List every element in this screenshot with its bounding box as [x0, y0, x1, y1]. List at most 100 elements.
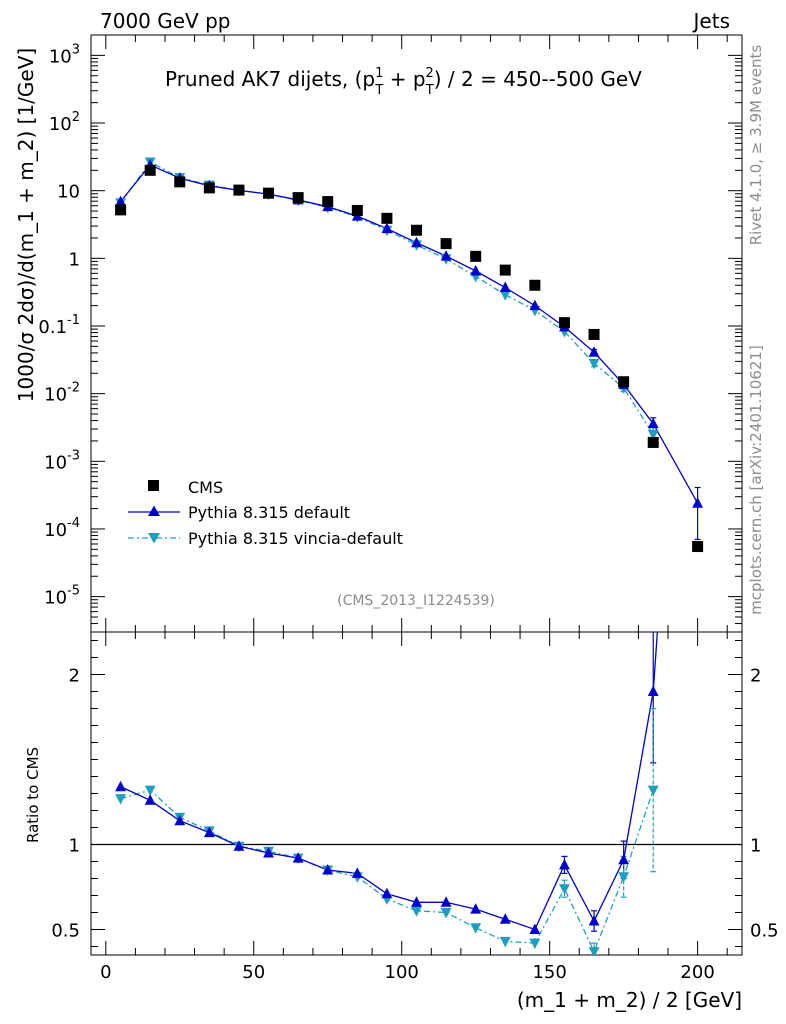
- default-ratio-point: [529, 923, 541, 934]
- cms-point: [292, 192, 304, 204]
- cms-point: [351, 204, 363, 216]
- vincia-ratio-line: [120, 789, 654, 954]
- vincia-line: [120, 161, 654, 435]
- cms-point: [115, 204, 127, 216]
- cms-point: [440, 238, 452, 250]
- x-tick-label: 200: [680, 962, 714, 983]
- cms-point: [144, 164, 156, 176]
- ratio-y-tick-label-right: 0.5: [750, 921, 779, 942]
- default-point: [647, 417, 659, 429]
- default-ratio-point: [499, 913, 511, 924]
- ratio-y-ticks: 0.5 0.5 1 1 2 2: [51, 640, 779, 947]
- legend: CMS Pythia 8.315 default Pythia 8.315 vi…: [128, 478, 403, 548]
- default-ratio-point: [647, 685, 659, 696]
- default-ratio-point: [351, 867, 363, 878]
- default-point: [529, 299, 541, 311]
- default-ratio-point: [677, 261, 688, 272]
- legend-cms-label: CMS: [188, 478, 223, 497]
- default-ratio-point: [588, 915, 600, 926]
- cms-point: [618, 376, 630, 388]
- cms-point: [203, 182, 215, 194]
- main-y-tick-label: 10-3: [44, 448, 80, 473]
- default-point: [381, 222, 393, 234]
- analysis-id: (CMS_2013_I1224539): [337, 593, 495, 609]
- default-point: [692, 497, 704, 508]
- main-y-tick-label: 10-4: [44, 516, 80, 541]
- cms-point: [233, 184, 245, 196]
- main-y-tick-label: 0.1-1: [38, 313, 80, 338]
- main-y-tick-label: 10-5: [44, 584, 80, 609]
- ratio-y-axis-title: Ratio to CMS: [24, 747, 42, 843]
- cms-point: [647, 436, 659, 448]
- x-tick-label: 50: [242, 962, 265, 983]
- vincia-ratio-point: [618, 872, 630, 883]
- vincia-ratio-point: [588, 947, 600, 955]
- default-line: [120, 164, 699, 504]
- vincia-point: [647, 429, 659, 441]
- x-tick-label: 100: [385, 962, 419, 983]
- cms-point: [499, 264, 511, 276]
- cms-point: [411, 224, 422, 236]
- vincia-point: [499, 290, 511, 301]
- vincia-ratio-point: [144, 785, 156, 797]
- default-ratio-point: [470, 903, 482, 914]
- mcplots-label: mcplots.cern.ch [arXiv:2401.10621]: [747, 345, 765, 615]
- vincia-ratio-point: [647, 785, 659, 797]
- main-y-tick-labels: 10-5 10-4 10-3 10-2 0.1-1 1 10 102 103: [38, 42, 80, 608]
- cms-point: [692, 541, 704, 553]
- default-ratio-point: [144, 794, 156, 805]
- vincia-ratio-point: [559, 884, 570, 895]
- default-ratio-point: [203, 826, 215, 838]
- legend-cms-marker: [148, 480, 159, 491]
- default-point: [440, 250, 452, 261]
- ratio-y-tick-label: 2: [69, 666, 80, 687]
- vincia-ratio-point: [529, 938, 541, 950]
- main-y-axis-title: 1000/σ 2dσ)/d(m_1 + m_2) [1/GeV]: [14, 48, 38, 402]
- main-y-tick-label: 1: [69, 249, 80, 270]
- main-y-ticks: [91, 34, 742, 633]
- main-y-tick-label: 10-2: [44, 381, 80, 406]
- main-y-tick-label: 102: [49, 110, 80, 135]
- vincia-point: [588, 358, 600, 370]
- default-ratio-line: [120, 632, 659, 931]
- x-ticks: 0 50 100 150 200: [100, 35, 728, 983]
- default-ratio-point: [292, 852, 304, 863]
- default-ratio-point: [411, 896, 422, 907]
- default-point: [588, 346, 600, 357]
- default-ratio-point: [174, 814, 186, 826]
- ratio-y-tick-label-right: 1: [750, 836, 761, 857]
- cms-point: [588, 328, 600, 340]
- legend-vincia-label: Pythia 8.315 vincia-default: [188, 529, 403, 548]
- cms-point: [529, 279, 541, 291]
- header-right: Jets: [692, 9, 730, 33]
- plot-title: Pruned AK7 dijets, (p1 T + p2 T) / 2 = 450…: [165, 66, 642, 98]
- rivet-label: Rivet 4.1.0, ≥ 3.9M events: [747, 45, 765, 246]
- default-ratio-point: [115, 780, 126, 792]
- ratio-y-tick-label: 1: [69, 836, 80, 857]
- x-tick-label: 150: [532, 962, 566, 983]
- ratio-y-tick-label: 0.5: [51, 921, 80, 942]
- cms-point: [322, 196, 334, 208]
- cms-point: [558, 317, 570, 329]
- default-ratio-point: [618, 853, 630, 865]
- default-point: [411, 236, 422, 248]
- default-ratio-point: [322, 864, 334, 875]
- header-left: 7000 GeV pp: [100, 9, 231, 33]
- default-point: [115, 195, 126, 207]
- ratio-y-tick-label-right: 2: [750, 666, 761, 687]
- vincia-ratio-point: [470, 923, 482, 934]
- vincia-ratio-point: [499, 936, 511, 948]
- cms-point: [381, 212, 393, 224]
- vincia-ratio-point: [440, 908, 452, 919]
- legend-vincia-marker: [148, 533, 160, 544]
- default-ratio-point: [559, 858, 570, 870]
- main-series: [115, 157, 704, 553]
- default-point: [470, 264, 482, 276]
- legend-default-label: Pythia 8.315 default: [188, 503, 350, 522]
- cms-point: [470, 250, 482, 262]
- x-tick-label: 0: [100, 962, 111, 983]
- vincia-ratio-point: [411, 906, 422, 917]
- vincia-ratio-point: [115, 794, 126, 805]
- main-y-tick-label: 103: [49, 42, 80, 67]
